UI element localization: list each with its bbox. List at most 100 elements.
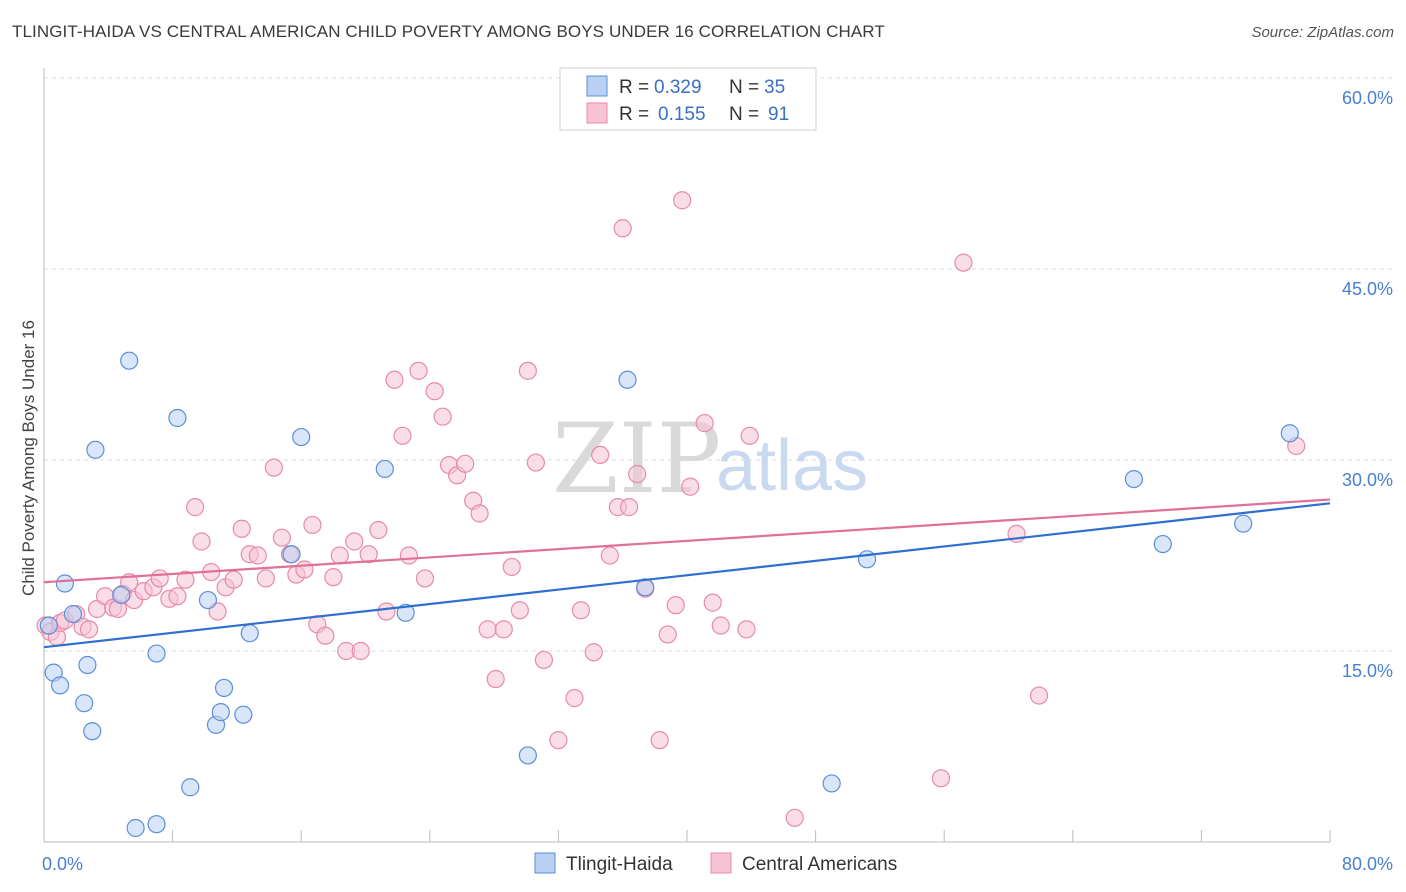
central-americans-point-42 xyxy=(345,532,364,551)
central-americans-point-32 xyxy=(272,528,292,547)
tlingit-haida-point-27 xyxy=(618,370,637,389)
tlingit-haida-point-10 xyxy=(120,351,139,370)
central-americans-point-48 xyxy=(393,426,412,445)
legend-swatch-blue xyxy=(586,75,608,97)
central-americans-point-39 xyxy=(324,568,343,587)
legend-swatch-pink xyxy=(586,102,608,124)
central-americans-point-30 xyxy=(256,569,275,588)
central-americans-point-27 xyxy=(232,519,251,538)
y-tick-labels: 15.0% 30.0% 45.0% 60.0% xyxy=(1342,88,1393,681)
tlingit-haida-point-24 xyxy=(375,459,394,479)
source-label: Source: ZipAtlas.com xyxy=(1251,24,1394,41)
central-americans-point-83 xyxy=(695,413,714,433)
legend-n-value-2: 91 xyxy=(768,104,789,125)
bottom-legend: Tlingit-Haida Central Americans xyxy=(534,852,897,875)
tlingit-haida-point-0 xyxy=(39,616,58,635)
y-tick-label-3: 60.0% xyxy=(1342,88,1393,108)
tlingit-haida-point-3 xyxy=(55,574,74,593)
central-americans-point-68 xyxy=(565,689,584,708)
central-americans-point-58 xyxy=(470,504,489,523)
central-americans-point-36 xyxy=(303,515,322,535)
central-americans-point-59 xyxy=(478,620,497,639)
central-americans-point-45 xyxy=(369,520,388,540)
legend-n-value-1: 35 xyxy=(764,77,785,98)
chart-title: TLINGIT-HAIDA VS CENTRAL AMERICAN CHILD … xyxy=(12,22,885,41)
central-americans-point-44 xyxy=(359,545,378,564)
tlingit-haida-point-6 xyxy=(78,655,97,675)
central-americans-point-51 xyxy=(415,569,435,588)
tlingit-haida-point-25 xyxy=(396,603,415,622)
central-americans-point-67 xyxy=(549,731,568,750)
tlingit-haida-point-16 xyxy=(198,590,218,610)
tlingit-haida-point-15 xyxy=(181,778,200,797)
tlingit-haida-point-8 xyxy=(86,440,105,459)
central-americans-point-82 xyxy=(681,477,700,496)
y-tick-label-2: 45.0% xyxy=(1342,279,1393,299)
central-americans-point-17 xyxy=(150,569,169,588)
tlingit-haida-point-4 xyxy=(63,604,83,624)
central-americans-point-86 xyxy=(737,620,756,639)
legend-n-label-2: N = xyxy=(729,104,759,125)
central-americans-point-85 xyxy=(711,616,730,635)
central-americans-point-29 xyxy=(248,546,267,565)
series-central-americans xyxy=(36,191,1306,827)
central-americans-point-66 xyxy=(534,650,554,670)
legend-r-value-2: 0.155 xyxy=(658,104,706,125)
central-americans-point-87 xyxy=(740,426,759,445)
tlingit-haida-point-26 xyxy=(518,746,537,765)
grid-lines xyxy=(44,77,1394,652)
y-tick-label-0: 15.0% xyxy=(1342,661,1393,681)
central-americans-point-80 xyxy=(666,596,685,615)
central-americans-point-60 xyxy=(486,669,505,689)
legend-r-label-2: R = xyxy=(619,104,649,125)
central-americans-point-21 xyxy=(186,498,205,517)
central-americans-point-31 xyxy=(264,458,283,477)
tlingit-haida-point-19 xyxy=(214,678,234,698)
y-tick-label-1: 30.0% xyxy=(1342,470,1393,490)
tlingit-haida-point-31 xyxy=(1124,470,1143,489)
legend-r-value-1: 0.329 xyxy=(654,77,702,98)
tlingit-haida-point-2 xyxy=(50,676,70,695)
legend: R = 0.329 N = 35 R = 0.155 N = 91 xyxy=(559,67,817,131)
central-americans-point-47 xyxy=(385,370,404,389)
x-tick-label-1: 80.0% xyxy=(1342,854,1393,874)
tlingit-haida-point-21 xyxy=(240,624,259,643)
tlingit-haida-point-9 xyxy=(112,585,131,605)
tlingit-haida-point-29 xyxy=(822,774,841,793)
central-americans-point-63 xyxy=(510,601,529,620)
central-americans-point-84 xyxy=(703,593,722,612)
legend-n-label-1: N = xyxy=(729,77,759,98)
central-americans-point-81 xyxy=(673,191,692,210)
central-americans-point-64 xyxy=(518,361,537,380)
central-americans-point-78 xyxy=(650,731,669,750)
tlingit-haida-point-22 xyxy=(282,545,301,564)
central-americans-point-40 xyxy=(330,546,349,565)
bottom-legend-swatch-pink xyxy=(710,852,732,874)
central-americans-point-62 xyxy=(502,557,521,577)
watermark: ZIP atlas xyxy=(552,403,868,515)
tlingit-haida-point-20 xyxy=(234,705,253,724)
central-americans-point-92 xyxy=(1029,686,1049,705)
series-tlingit-haida xyxy=(39,351,1299,838)
central-americans-point-46 xyxy=(377,602,396,621)
y-axis-label: Child Poverty Among Boys Under 16 xyxy=(19,320,38,596)
central-americans-point-20 xyxy=(176,570,195,589)
central-americans-point-74 xyxy=(613,219,632,238)
tlingit-haida-point-18 xyxy=(211,703,230,722)
central-americans-point-79 xyxy=(658,625,677,644)
watermark-atlas: atlas xyxy=(716,426,868,506)
central-americans-point-35 xyxy=(295,560,314,579)
tlingit-haida-point-11 xyxy=(126,818,145,838)
central-americans-point-26 xyxy=(224,570,243,589)
central-americans-point-38 xyxy=(316,626,335,645)
x-tick-label-0: 0.0% xyxy=(42,854,83,874)
central-americans-point-22 xyxy=(192,532,211,551)
central-americans-point-50 xyxy=(409,361,428,380)
central-americans-point-56 xyxy=(456,454,475,473)
tlingit-haida-point-5 xyxy=(75,694,94,713)
central-americans-point-76 xyxy=(628,464,647,484)
tlingit-haida-point-33 xyxy=(1234,514,1253,533)
tlingit-haida-point-7 xyxy=(83,722,102,741)
watermark-zip: ZIP xyxy=(552,403,721,515)
